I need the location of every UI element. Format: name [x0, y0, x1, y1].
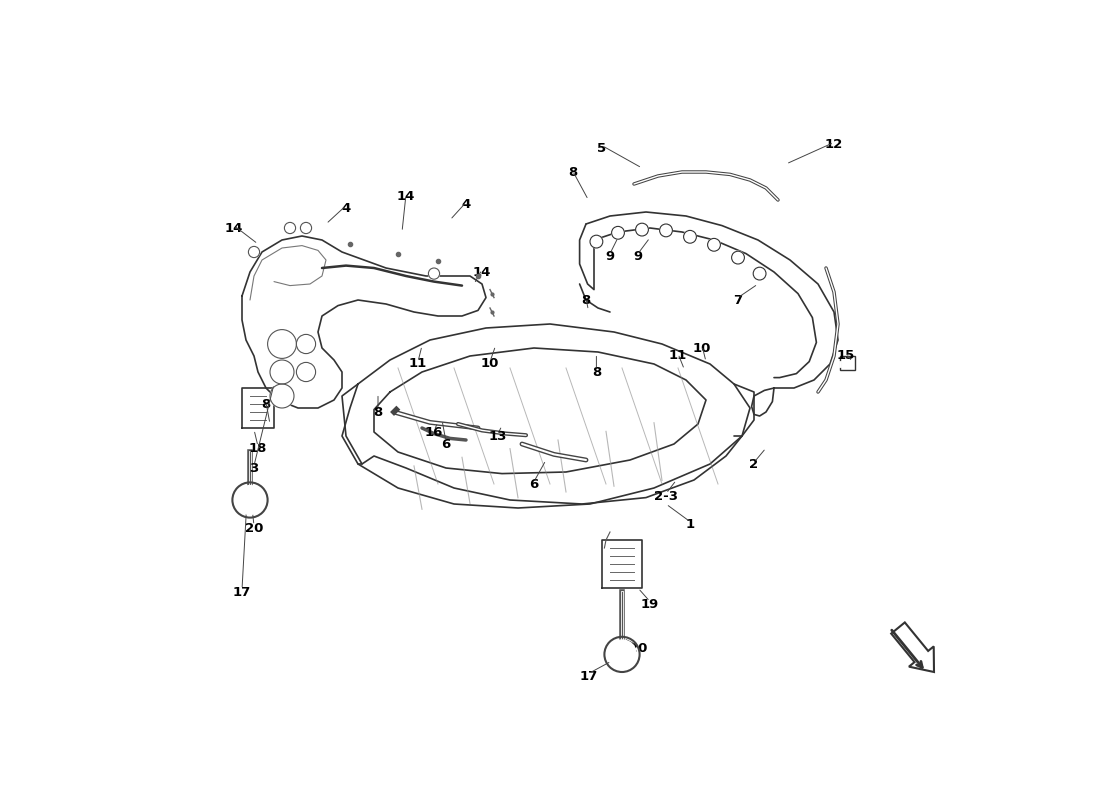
Text: 3: 3 [250, 462, 258, 474]
Text: 14: 14 [397, 190, 415, 202]
Text: 10: 10 [693, 342, 712, 354]
Circle shape [732, 251, 745, 264]
Text: 11: 11 [409, 358, 427, 370]
Text: 15: 15 [837, 350, 855, 362]
Circle shape [296, 362, 316, 382]
FancyBboxPatch shape [840, 356, 855, 370]
Text: 8: 8 [373, 406, 383, 418]
FancyArrow shape [891, 622, 934, 672]
Text: 16: 16 [425, 426, 443, 438]
Text: 19: 19 [641, 598, 659, 610]
Circle shape [270, 384, 294, 408]
Text: 9: 9 [605, 250, 615, 262]
Text: 11: 11 [669, 350, 688, 362]
Text: 13: 13 [488, 430, 507, 442]
Text: 20: 20 [245, 522, 263, 534]
Text: 17: 17 [233, 586, 251, 598]
Circle shape [636, 223, 648, 236]
Circle shape [683, 230, 696, 243]
Text: 6: 6 [529, 478, 539, 490]
Text: 4: 4 [341, 202, 351, 214]
Circle shape [612, 226, 625, 239]
Text: 10: 10 [481, 358, 499, 370]
Circle shape [296, 334, 316, 354]
Text: 4: 4 [461, 198, 471, 210]
Text: 12: 12 [825, 138, 843, 150]
Text: 7: 7 [734, 294, 742, 306]
Text: 9: 9 [634, 250, 642, 262]
Circle shape [270, 360, 294, 384]
Text: 8: 8 [592, 366, 601, 378]
Text: 1: 1 [685, 518, 694, 530]
Circle shape [300, 222, 311, 234]
Text: 8: 8 [582, 294, 591, 306]
Text: 18: 18 [249, 442, 267, 454]
Circle shape [607, 640, 637, 669]
Circle shape [249, 246, 260, 258]
Circle shape [613, 645, 631, 664]
Text: 20: 20 [629, 642, 647, 654]
Text: 5: 5 [597, 142, 606, 154]
Text: 2: 2 [749, 458, 759, 470]
Circle shape [707, 238, 721, 251]
Circle shape [660, 224, 672, 237]
Circle shape [590, 235, 603, 248]
Circle shape [267, 330, 296, 358]
Circle shape [754, 267, 766, 280]
Circle shape [285, 222, 296, 234]
Text: 8: 8 [262, 398, 271, 410]
Text: 8: 8 [568, 166, 578, 178]
Circle shape [235, 486, 264, 514]
Text: 2-3: 2-3 [654, 490, 678, 502]
Circle shape [241, 490, 260, 510]
Text: 14: 14 [473, 266, 492, 278]
Text: 14: 14 [224, 222, 243, 234]
Circle shape [428, 268, 440, 279]
Text: 17: 17 [580, 670, 597, 682]
Text: 6: 6 [441, 438, 451, 450]
